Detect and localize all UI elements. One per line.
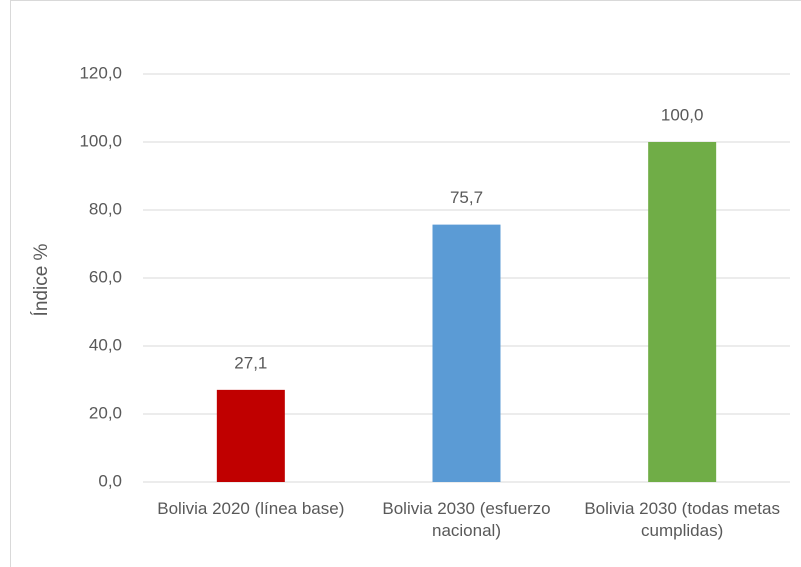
chart-border: [10, 0, 801, 567]
x-tick-label: Bolivia 2020 (línea base): [157, 499, 345, 518]
y-tick-label: 100,0: [79, 131, 122, 150]
data-label: 100,0: [661, 105, 704, 124]
bar: [216, 389, 285, 482]
bar: [648, 142, 717, 482]
y-tick-label: 0,0: [98, 471, 122, 490]
bar: [432, 224, 501, 482]
x-tick-label: Bolivia 2030 (todas metas cumplidas): [584, 499, 780, 540]
data-label: 75,7: [450, 188, 483, 207]
y-tick-label: 40,0: [89, 335, 122, 354]
y-tick-label: 20,0: [89, 403, 122, 422]
y-tick-label: 80,0: [89, 199, 122, 218]
x-tick-label: Bolivia 2030 (esfuerzo nacional): [382, 499, 551, 540]
data-label: 27,1: [234, 353, 267, 372]
y-tick-label: 60,0: [89, 267, 122, 286]
y-tick-label: 120,0: [79, 63, 122, 82]
y-axis-label: Índice %: [31, 243, 52, 316]
